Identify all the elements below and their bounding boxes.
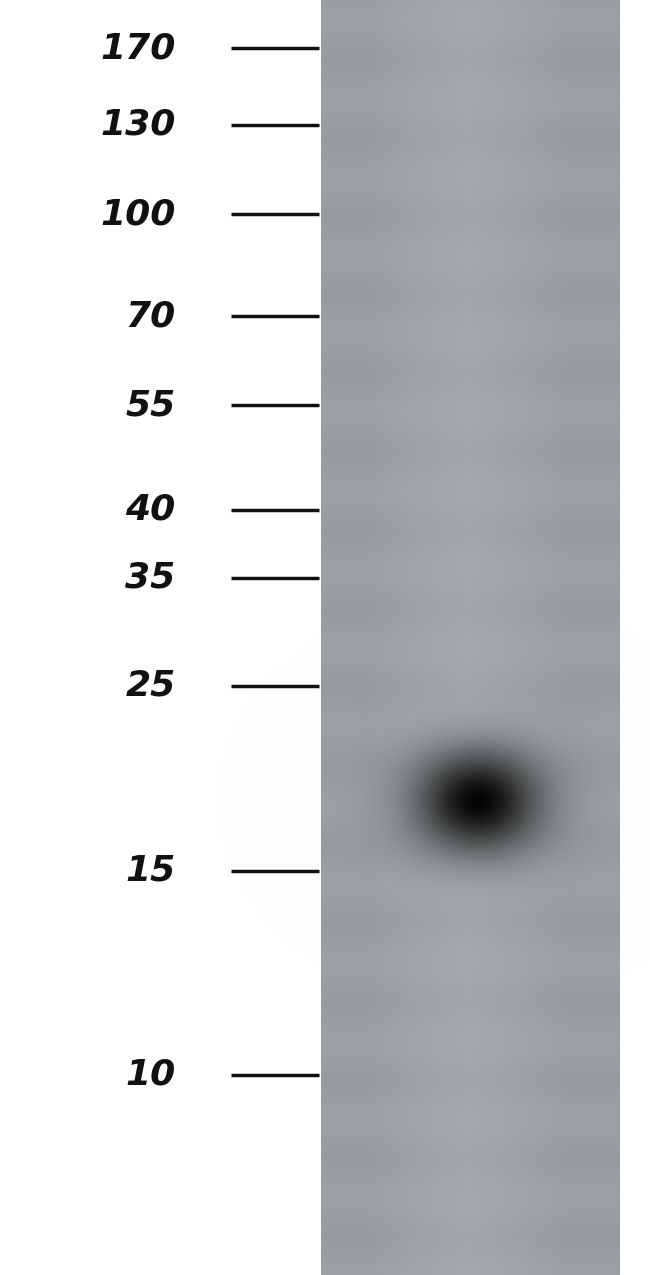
Text: 170: 170: [100, 32, 176, 65]
Text: 130: 130: [100, 108, 176, 142]
Text: 10: 10: [125, 1058, 176, 1091]
Text: 35: 35: [125, 561, 176, 594]
Text: 40: 40: [125, 493, 176, 527]
Text: 70: 70: [125, 300, 176, 333]
Text: 55: 55: [125, 389, 176, 422]
Text: 15: 15: [125, 854, 176, 887]
Text: 100: 100: [100, 198, 176, 231]
Text: 25: 25: [125, 669, 176, 703]
